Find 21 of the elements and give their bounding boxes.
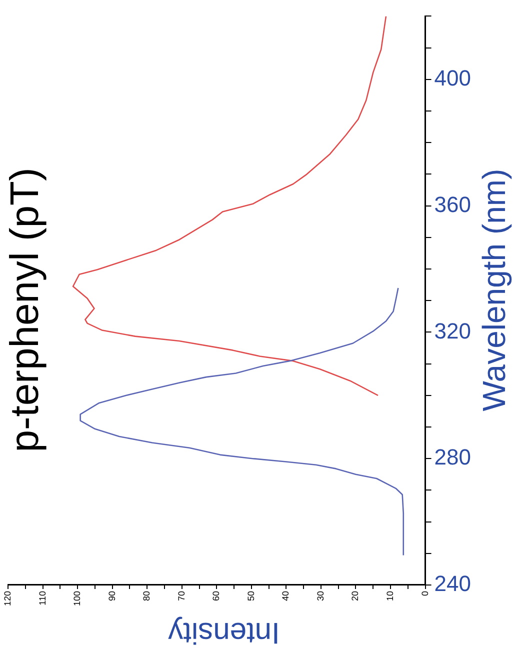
x-tick-label: 110 [37, 590, 48, 606]
y-tick-label: 280 [434, 444, 472, 470]
x-tick-label: 30 [315, 590, 326, 601]
x-tick-label: 70 [176, 590, 186, 601]
y-tick-label: 320 [434, 318, 472, 344]
y-tick-label: 400 [434, 65, 472, 90]
x-tick-label: 50 [246, 590, 256, 601]
y-tick-label: 360 [434, 192, 472, 217]
x-tick-label: 20 [350, 590, 360, 601]
y-tick-label: 240 [434, 571, 472, 596]
x-tick-label: 40 [280, 590, 291, 601]
x-tick-label: 0 [420, 590, 430, 596]
x-tick-label: 60 [211, 590, 222, 601]
text: p-terphenyl (pT) [3, 168, 47, 452]
x-tick-label: 90 [106, 590, 117, 601]
x-axis-title: Intensity [168, 616, 280, 649]
x-tick-label: 120 [2, 590, 12, 606]
x-tick-label: 100 [72, 590, 82, 606]
x-tick-label: 10 [385, 590, 396, 601]
x-tick-label: 80 [142, 590, 152, 601]
y-axis-title: Wavelength (nm) [476, 168, 512, 412]
